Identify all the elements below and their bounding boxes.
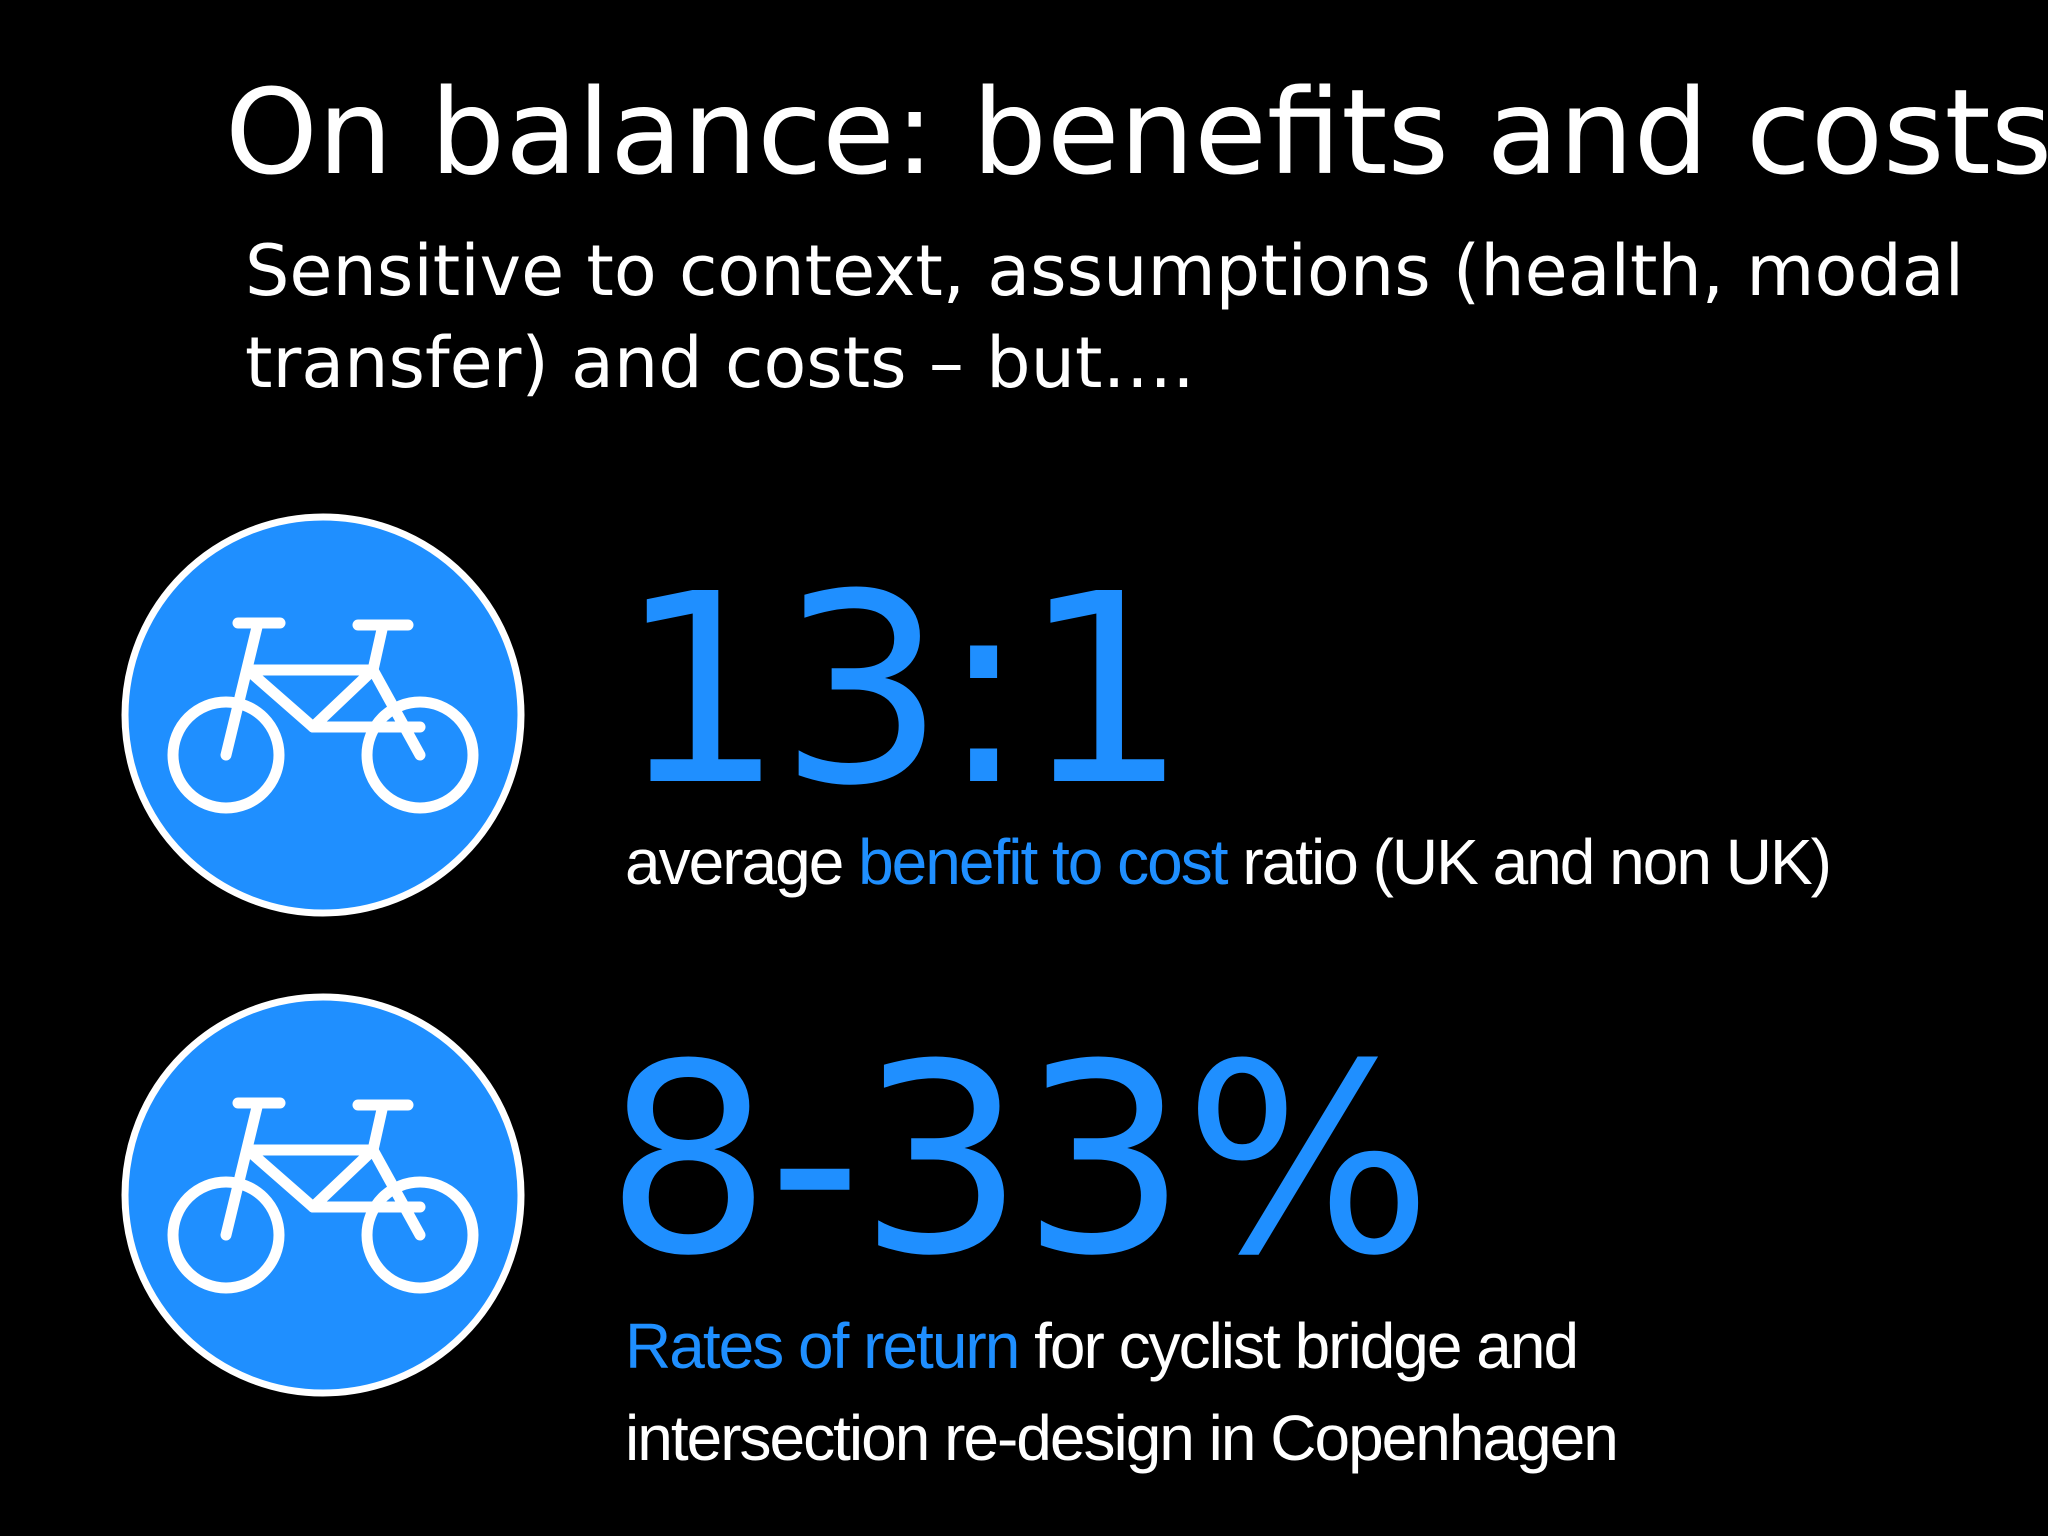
rates-of-return-caption: Rates of return for cyclist bridge and i… (625, 1300, 1825, 1484)
benefit-cost-ratio-caption: average benefit to cost ratio (UK and no… (625, 822, 1832, 902)
bicycle-icon (118, 510, 528, 920)
bicycle-icon (118, 990, 528, 1400)
benefit-cost-ratio-value: 13:1 (618, 538, 1188, 843)
caption-text: average (625, 826, 859, 898)
slide-subtitle: Sensitive to context, assumptions (healt… (245, 230, 1965, 404)
caption-text: for cyclist bridge and intersection re-d… (625, 1310, 1619, 1474)
caption-highlight: benefit to cost (858, 826, 1228, 898)
caption-text: ratio (UK and non UK) (1226, 826, 1832, 898)
slide-title: On balance: benefits and costs (225, 63, 2048, 201)
caption-highlight: Rates of return (625, 1310, 1020, 1382)
rates-of-return-value: 8-33% (605, 1008, 1433, 1313)
